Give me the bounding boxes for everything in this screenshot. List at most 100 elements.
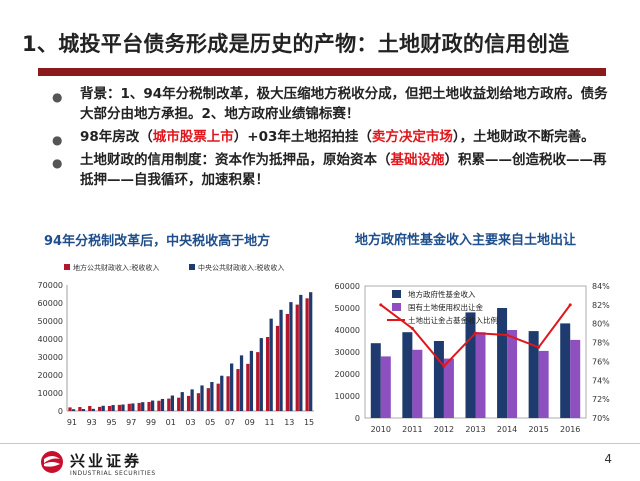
x-tick-label: 99 [146, 418, 156, 427]
legend-label: 地方公共财政收入:税收收入 [73, 263, 159, 272]
bar [78, 407, 82, 411]
bar [91, 408, 95, 411]
y-tick-label: 10000 [38, 389, 63, 398]
slide-title: 1、城投平台债务形成是历史的产物：土地财政的信用创造 [22, 32, 570, 56]
y2-tick-label: 78% [592, 339, 610, 348]
y-tick-label: 20000 [335, 370, 360, 379]
legend-label: 国有土地使用权出让金 [408, 302, 483, 312]
x-tick-label: 15 [304, 418, 314, 427]
highlight-text: 基础设施 [390, 152, 445, 168]
bar [71, 409, 76, 411]
bar [507, 330, 518, 418]
bar [279, 309, 283, 411]
bar [305, 298, 309, 411]
ratio-point [568, 303, 572, 307]
legend-swatch [64, 264, 70, 270]
bar [402, 332, 413, 418]
bar [528, 331, 539, 418]
y-tick-label: 20000 [38, 371, 63, 380]
bullet-text: 98年房改（ [80, 129, 153, 145]
y-tick-label: 60000 [335, 282, 360, 291]
bar [117, 404, 122, 411]
bar [147, 402, 151, 411]
y2-tick-label: 76% [592, 357, 610, 366]
y2-tick-label: 70% [592, 414, 610, 423]
y-tick-label: 30000 [335, 348, 360, 357]
bar [269, 318, 273, 411]
bar [200, 385, 204, 411]
bar [497, 308, 508, 418]
x-tick-label: 05 [205, 418, 215, 427]
title-rule [38, 68, 606, 76]
x-tick-label: 09 [245, 418, 255, 427]
bar [230, 363, 234, 411]
page-number: 4 [604, 452, 612, 466]
x-tick-label: 07 [225, 418, 235, 427]
legend-swatch [392, 303, 401, 311]
bullet-item: ● 背景：1、94年分税制改革，极大压缩地方税收分成，但把土地收益划给地方政府。债… [30, 84, 615, 124]
y2-tick-label: 84% [592, 282, 610, 291]
legend-label: 中央公共财政收入:税收收入 [198, 263, 284, 272]
bar [186, 395, 191, 411]
bar [285, 313, 289, 411]
x-tick-label: 91 [67, 418, 77, 427]
bar [259, 338, 263, 411]
y-tick-label: 0 [58, 407, 63, 416]
bar [141, 402, 145, 411]
bar [275, 325, 280, 411]
bar [98, 406, 102, 411]
bullet-dot-icon: ● [52, 90, 63, 104]
y2-tick-label: 72% [592, 395, 610, 404]
bar [167, 398, 171, 411]
y2-tick-label: 80% [592, 320, 610, 329]
bar [226, 376, 230, 411]
x-tick-label: 2013 [465, 425, 485, 434]
bar [157, 400, 161, 411]
bar [309, 292, 313, 411]
bar [210, 382, 214, 411]
bar [68, 407, 72, 411]
y-tick-label: 70000 [38, 281, 63, 290]
highlight-text: 卖方决定市场 [371, 129, 453, 145]
bar [206, 388, 210, 411]
bar [570, 339, 581, 418]
legend-swatch [189, 264, 195, 270]
ratio-point [442, 364, 446, 368]
x-tick-label: 97 [126, 418, 136, 427]
bar [475, 332, 486, 418]
legend-label: 土地出让金占基金收入比例 [408, 315, 498, 325]
bullet-dot-icon: ● [52, 156, 63, 170]
y-tick-label: 50000 [38, 317, 63, 326]
bar [236, 369, 240, 411]
x-tick-label: 2014 [497, 425, 517, 434]
y2-tick-label: 82% [592, 301, 610, 310]
bar [121, 404, 125, 411]
bar [190, 389, 194, 411]
bar [289, 302, 293, 411]
x-tick-label: 2011 [402, 425, 422, 434]
bar [299, 294, 303, 411]
logo-cn-text: 兴业证券 [70, 452, 142, 470]
bar [127, 403, 131, 411]
bullet-text: ）积累——创造税收——再抵押——自我循环，加速积累！ [80, 152, 607, 188]
bar [111, 405, 115, 411]
y-tick-label: 30000 [38, 353, 63, 362]
y-tick-label: 50000 [335, 304, 360, 313]
bullet-item: ● 98年房改（城市股票上市）+03年土地招拍挂（卖方决定市场），土地财政不断完善… [30, 127, 615, 147]
y-tick-label: 0 [355, 414, 360, 423]
legend-swatch [392, 290, 401, 298]
right-chart-title: 地方政府性基金收入主要来自土地出让 [355, 233, 577, 248]
bar [443, 358, 454, 418]
fund-revenue-chart: 0 10000 20000 30000 40000 50000 60000 70% 72% 74%… [335, 282, 611, 434]
bar [220, 375, 224, 411]
y-tick-label: 10000 [335, 392, 360, 401]
bar [380, 356, 391, 418]
bar [150, 400, 155, 411]
x-tick-label: 03 [185, 418, 195, 427]
bar [465, 312, 476, 418]
bar [101, 405, 105, 411]
ratio-point [410, 326, 414, 330]
tax-revenue-chart: 地方公共财政收入:税收收入 中央公共财政收入:税收收入 0 10000 20000 300… [38, 263, 315, 427]
bar [249, 350, 254, 411]
x-tick-label: 95 [106, 418, 116, 427]
